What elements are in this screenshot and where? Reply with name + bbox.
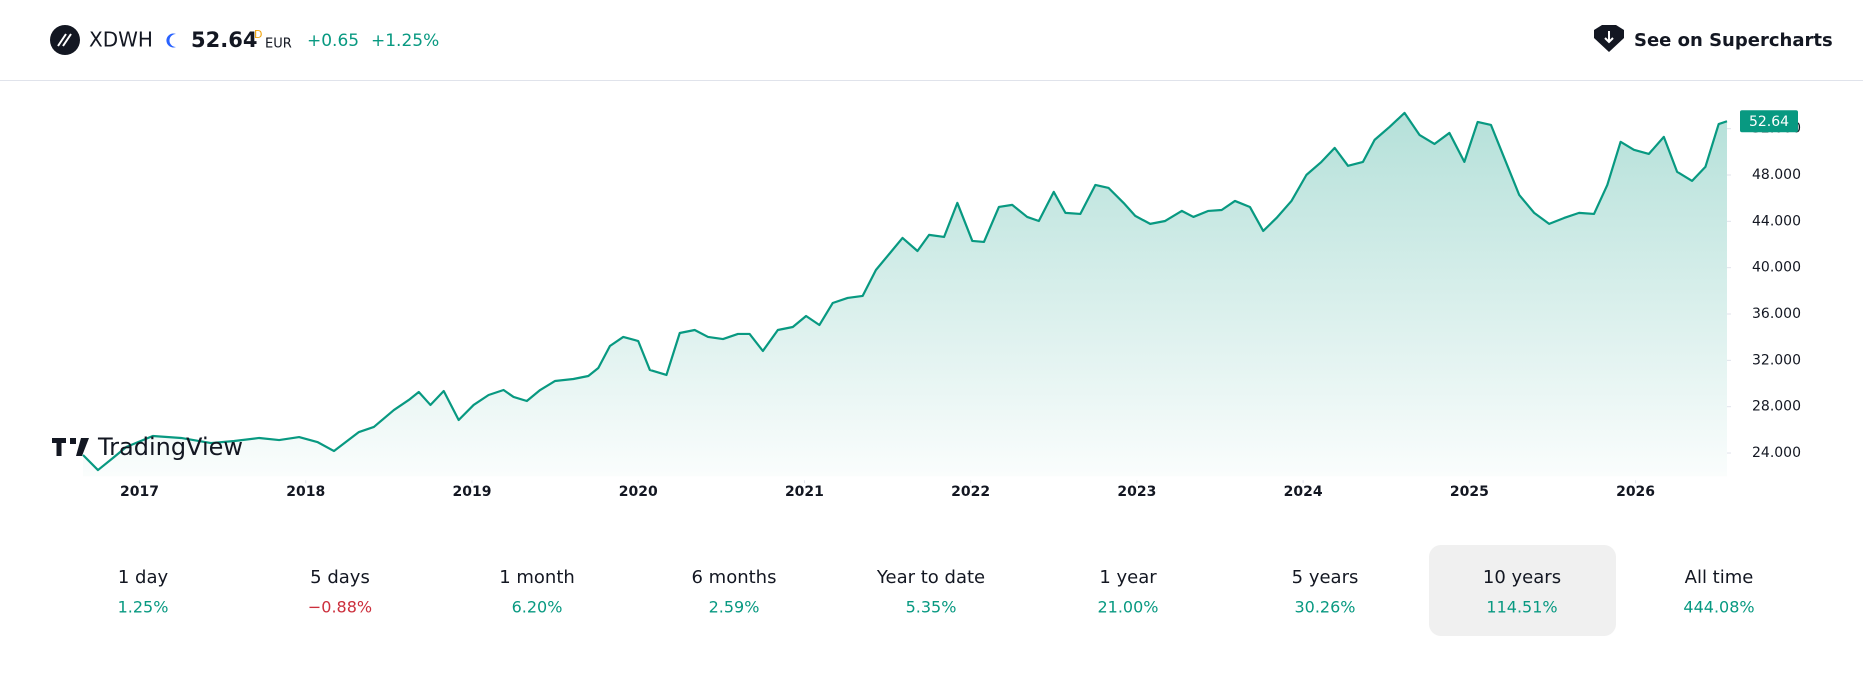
period-change[interactable]: 444.08% bbox=[1683, 598, 1754, 617]
period-change[interactable]: 2.59% bbox=[709, 598, 760, 617]
period-bar: 1 day 1.25% 5 days −0.88% 1 month 6.20% 6 mont… bbox=[118, 545, 1755, 636]
supercharts-link[interactable]: See on Supercharts bbox=[1634, 30, 1833, 51]
supercharts-icon-arrow bbox=[1604, 31, 1614, 44]
period-label[interactable]: 10 years bbox=[1483, 567, 1561, 588]
y-tick-label: 32.000 bbox=[1752, 352, 1801, 368]
period-change[interactable]: 114.51% bbox=[1486, 598, 1557, 617]
x-tick-label: 2024 bbox=[1284, 484, 1323, 500]
period-label[interactable]: 5 days bbox=[310, 567, 370, 588]
currency: EUR bbox=[265, 37, 292, 52]
plot: 24.000 28.000 32.000 36.000 40.000 44.000 48.0… bbox=[82, 110, 1801, 500]
period-selected-bg bbox=[1429, 545, 1616, 636]
period-label[interactable]: 1 month bbox=[499, 567, 575, 588]
market-status-icon bbox=[166, 33, 176, 48]
change-percent: +1.25% bbox=[371, 31, 439, 51]
period-change[interactable]: 21.00% bbox=[1097, 598, 1158, 617]
x-tick-label: 2025 bbox=[1450, 484, 1489, 500]
period-change[interactable]: 5.35% bbox=[906, 598, 957, 617]
symbol-logo bbox=[50, 25, 80, 55]
period-change[interactable]: 30.26% bbox=[1294, 598, 1355, 617]
watermark: TradingView bbox=[97, 433, 243, 461]
watermark-logo bbox=[52, 438, 89, 456]
period-change[interactable]: 6.20% bbox=[512, 598, 563, 617]
y-tick-label: 36.000 bbox=[1752, 306, 1801, 322]
x-tick-label: 2026 bbox=[1616, 484, 1655, 500]
x-tick-label: 2018 bbox=[286, 484, 325, 500]
x-tick-label: 2019 bbox=[452, 484, 491, 500]
x-tick-label: 2021 bbox=[785, 484, 824, 500]
period-change[interactable]: 1.25% bbox=[118, 598, 169, 617]
y-tick-label: 40.000 bbox=[1752, 260, 1801, 276]
period-label[interactable]: 6 months bbox=[692, 567, 777, 588]
period-label[interactable]: 1 day bbox=[118, 567, 169, 588]
y-tick-label: 44.000 bbox=[1752, 213, 1801, 229]
symbol[interactable]: XDWH bbox=[89, 28, 153, 52]
x-tick-label: 2017 bbox=[120, 484, 159, 500]
y-tick-label: 28.000 bbox=[1752, 399, 1801, 415]
logo-glyph bbox=[57, 33, 72, 47]
area-fill bbox=[83, 112, 1727, 477]
x-tick-label: 2023 bbox=[1117, 484, 1156, 500]
y-tick-label: 24.000 bbox=[1752, 445, 1801, 461]
y-tick-label: 48.000 bbox=[1752, 167, 1801, 183]
last-price-tag bbox=[1740, 110, 1798, 133]
period-label[interactable]: Year to date bbox=[876, 567, 985, 588]
change: +0.65 bbox=[307, 31, 359, 51]
period-label[interactable]: 5 years bbox=[1292, 567, 1359, 588]
period-label[interactable]: All time bbox=[1685, 567, 1754, 588]
price-flag: D bbox=[254, 28, 262, 41]
x-tick-label: 2020 bbox=[619, 484, 658, 500]
last-price-label: 52.64 bbox=[1749, 114, 1789, 130]
x-tick-label: 2022 bbox=[951, 484, 990, 500]
period-label[interactable]: 1 year bbox=[1099, 567, 1157, 588]
price-line bbox=[82, 111, 1728, 472]
price: 52.64 bbox=[191, 28, 257, 52]
period-change[interactable]: −0.88% bbox=[308, 598, 372, 617]
